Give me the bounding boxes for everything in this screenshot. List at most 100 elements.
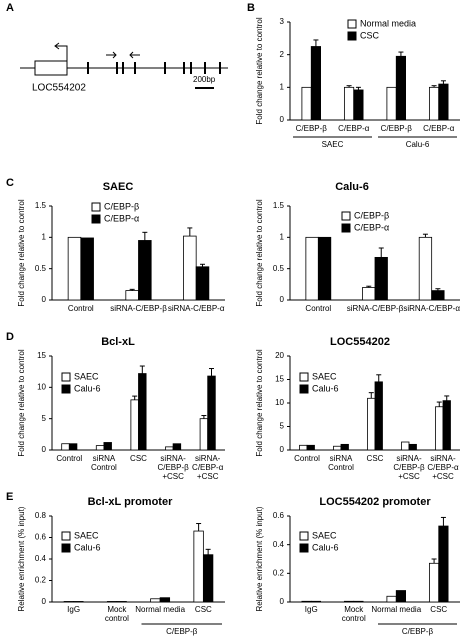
bar — [138, 240, 152, 301]
x-tick-label: IgG — [67, 605, 80, 614]
legend-label: SAEC — [74, 371, 99, 381]
bar — [408, 443, 417, 451]
legend-swatch — [61, 543, 71, 553]
y-tick-label: 20 — [275, 351, 284, 360]
y-tick-label: 1 — [42, 232, 47, 241]
bar — [442, 400, 451, 451]
y-tick-label: 2 — [280, 50, 285, 59]
bar — [103, 442, 112, 451]
bar — [299, 444, 308, 451]
gene-diagram — [20, 42, 228, 89]
y-tick-label: 5 — [280, 422, 285, 431]
x-tick-label: Normal media — [135, 605, 185, 614]
bar — [301, 86, 312, 121]
bar — [67, 236, 82, 301]
legend-swatch — [299, 531, 309, 541]
x-tick-label: C/EBP-β — [157, 463, 189, 472]
x-tick-label: Control — [294, 454, 320, 463]
legend-label: SAEC — [74, 530, 99, 540]
bar — [395, 55, 407, 121]
y-axis-label: Relative enrichment (% input) — [17, 506, 26, 611]
bar — [438, 525, 449, 603]
y-tick-label: 5 — [42, 414, 47, 423]
legend-swatch — [299, 543, 309, 553]
legend-swatch — [341, 211, 351, 221]
bar — [428, 86, 440, 121]
legend-swatch — [347, 31, 357, 41]
chart-title: LOC554202 — [330, 336, 390, 348]
x-tick-label: CSC — [195, 605, 212, 614]
bar — [73, 601, 84, 603]
bar — [306, 444, 315, 451]
x-tick-label: Control — [91, 463, 117, 472]
bar — [68, 443, 78, 451]
scale-label: 200bp — [193, 75, 216, 84]
x-tick-label: siRNA-C/EBP-α — [168, 304, 225, 313]
bar — [301, 600, 312, 603]
y-axis-label: Fold change relative to control — [255, 199, 264, 306]
bar — [159, 597, 171, 603]
x-tick-label: +CSC — [162, 472, 184, 481]
y-tick-label: 0 — [280, 445, 285, 454]
y-tick-label: 0.5 — [273, 264, 285, 273]
y-tick-label: 0 — [42, 445, 47, 454]
x-tick-label: control — [105, 614, 129, 623]
legend-label: CSC — [360, 30, 380, 40]
bar — [195, 266, 210, 301]
x-tick-label: siRNA- — [430, 454, 456, 463]
x-tick-label: +CSC — [197, 472, 219, 481]
chart-title: SAEC — [103, 181, 134, 193]
legend-swatch — [341, 223, 351, 233]
y-axis-label: Relative enrichment (% input) — [255, 506, 264, 611]
bar — [428, 562, 440, 603]
y-tick-label: 0.4 — [273, 540, 285, 549]
x-tick-label: +CSC — [432, 472, 454, 481]
x-tick-label: CSC — [367, 454, 384, 463]
x-tick-label: CSC — [130, 454, 147, 463]
chart-title: Bcl-xL — [101, 336, 135, 348]
y-tick-label: 0 — [42, 597, 47, 606]
bar — [374, 381, 383, 451]
bar — [435, 406, 444, 451]
x-tick-label: Mock — [344, 605, 364, 614]
legend-label: C/EBP-β — [104, 201, 139, 211]
bar — [202, 554, 214, 603]
legend-label: Calu-6 — [74, 383, 101, 393]
x-tick-label: C/EBP-α — [338, 124, 370, 133]
x-tick-label: Mock — [107, 605, 127, 614]
bar — [116, 601, 127, 603]
x-tick-label: +CSC — [398, 472, 420, 481]
x-tick-label: siRNA- — [160, 454, 186, 463]
y-tick-label: 1.5 — [273, 201, 285, 210]
x-tick-label: control — [342, 614, 366, 623]
y-tick-label: 0 — [42, 295, 47, 304]
legend-swatch — [61, 531, 71, 541]
y-tick-label: 15 — [275, 375, 284, 384]
group-label: C/EBP-β — [402, 627, 434, 636]
group-label: Calu-6 — [406, 140, 430, 149]
y-tick-label: 1 — [280, 82, 285, 91]
legend-swatch — [91, 202, 101, 212]
legend-label: C/EBP-β — [354, 210, 389, 220]
y-tick-label: 0.2 — [35, 576, 47, 585]
bar — [362, 287, 376, 301]
y-tick-label: 0.6 — [273, 511, 285, 520]
bar — [353, 89, 364, 121]
legend-label: C/EBP-α — [354, 222, 389, 232]
bar — [106, 601, 118, 603]
bar — [374, 256, 388, 301]
bar — [199, 418, 209, 451]
bar — [340, 443, 349, 451]
bar — [130, 399, 139, 451]
legend-label: Calu-6 — [312, 383, 339, 393]
chart-title: Bcl-xL promoter — [88, 496, 173, 508]
bar — [353, 600, 364, 603]
y-tick-label: 0.6 — [35, 533, 47, 542]
y-axis-label: Fold change relative to control — [255, 349, 264, 456]
x-tick-label: Control — [56, 454, 82, 463]
bar — [431, 290, 445, 301]
bar — [310, 46, 322, 121]
panel-label: E — [6, 491, 13, 503]
x-tick-label: Control — [328, 463, 354, 472]
